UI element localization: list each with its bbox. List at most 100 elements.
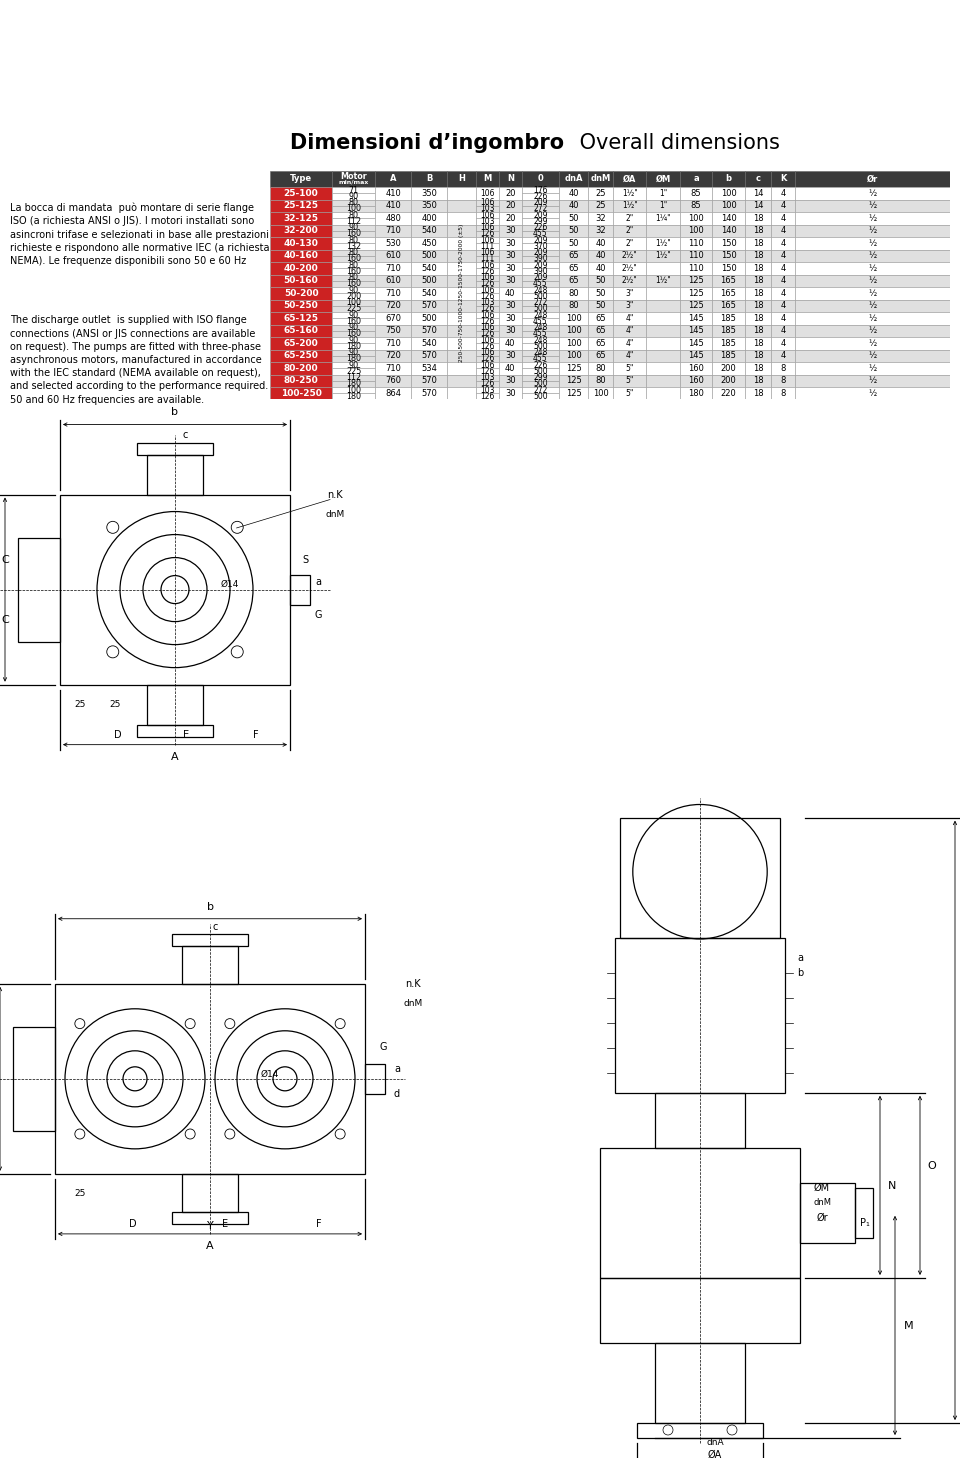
Text: 160: 160 [347,229,361,239]
Text: 570: 570 [421,351,438,360]
Bar [332,312,375,318]
Text: 165: 165 [721,302,736,311]
Text: 100: 100 [347,297,361,308]
Bar [411,187,447,200]
Bar [772,274,795,287]
Text: n.K: n.K [405,978,420,989]
Text: K: K [780,175,786,184]
Bar [270,350,332,362]
Text: 40: 40 [595,251,606,261]
Bar [559,211,588,225]
Bar [745,337,772,350]
Bar [521,356,559,362]
Text: 209: 209 [533,211,547,220]
Text: 30: 30 [505,327,516,335]
Bar [447,375,476,386]
Text: 103: 103 [480,217,494,226]
Text: dnA: dnA [707,1439,724,1448]
Text: 185: 185 [721,327,736,335]
Text: 272: 272 [533,204,547,213]
Text: 18: 18 [753,302,763,311]
Text: 18: 18 [753,363,763,373]
Text: 100: 100 [721,201,736,210]
Text: 4: 4 [780,190,786,198]
Text: 1¼": 1¼" [656,214,671,223]
Text: ½: ½ [869,214,876,223]
Bar [646,200,681,211]
Text: La bocca di mandata  può montare di serie flange
ISO (a richiesta ANSI o JIS). I: La bocca di mandata può montare di serie… [10,203,269,265]
Bar [772,325,795,337]
Text: 20: 20 [505,201,516,210]
Text: 160: 160 [347,330,361,338]
Bar [745,299,772,312]
Text: 50-250: 50-250 [284,302,319,311]
Text: 100: 100 [347,385,361,395]
Text: F: F [252,729,258,739]
Text: ½: ½ [869,351,876,360]
Text: 209: 209 [533,248,547,257]
Bar [772,386,795,399]
Bar [521,350,559,356]
Text: Type: Type [290,175,312,184]
Text: 2½": 2½" [622,276,637,286]
Text: 103: 103 [480,385,494,395]
Bar [745,238,772,249]
Bar [646,299,681,312]
Text: N: N [888,1181,897,1191]
Text: ½: ½ [869,313,876,322]
Text: 65: 65 [568,264,579,273]
Text: 160: 160 [347,267,361,276]
Bar [332,299,375,306]
Bar [745,171,772,187]
Text: 4: 4 [780,214,786,223]
Bar [772,299,795,312]
Bar [521,381,559,386]
Text: 455: 455 [533,229,547,239]
Bar [499,225,521,238]
Text: 20: 20 [505,190,516,198]
Text: 4: 4 [780,239,786,248]
Bar [613,287,646,299]
Text: 30: 30 [505,351,516,360]
Text: 160: 160 [347,254,361,264]
Text: 25-125: 25-125 [283,201,319,210]
Text: 200: 200 [347,292,361,300]
Text: 50-200: 50-200 [284,289,319,297]
Text: 65-250: 65-250 [283,351,319,360]
Bar [447,171,476,187]
Text: N: N [507,175,514,184]
Bar [270,249,332,262]
Text: Ø14: Ø14 [221,580,239,589]
Bar [476,325,499,331]
Bar [588,171,613,187]
Text: Ør: Ør [816,1213,828,1223]
Bar [60,494,290,685]
Text: 18: 18 [753,289,763,297]
Text: 90: 90 [348,335,359,344]
Bar [745,375,772,386]
Text: 40: 40 [505,363,516,373]
Bar [447,299,476,312]
Bar [365,1064,385,1094]
Bar [521,386,559,394]
Text: 145: 145 [688,313,704,322]
Bar [521,287,559,293]
Text: 2½": 2½" [622,264,637,273]
Bar [681,325,712,337]
Bar [521,281,559,287]
Text: O: O [927,1161,936,1171]
Bar [521,369,559,375]
Bar [332,318,375,325]
Text: 125: 125 [565,376,582,385]
Text: 90: 90 [348,286,359,295]
Bar [476,394,499,399]
Bar [772,337,795,350]
Text: 185: 185 [721,338,736,348]
Text: ØA: ØA [708,1451,722,1458]
Bar [375,287,411,299]
Text: 1": 1" [660,190,667,198]
Text: 4: 4 [780,302,786,311]
Text: 40: 40 [505,289,516,297]
Bar [476,386,499,394]
Text: D: D [113,729,121,739]
